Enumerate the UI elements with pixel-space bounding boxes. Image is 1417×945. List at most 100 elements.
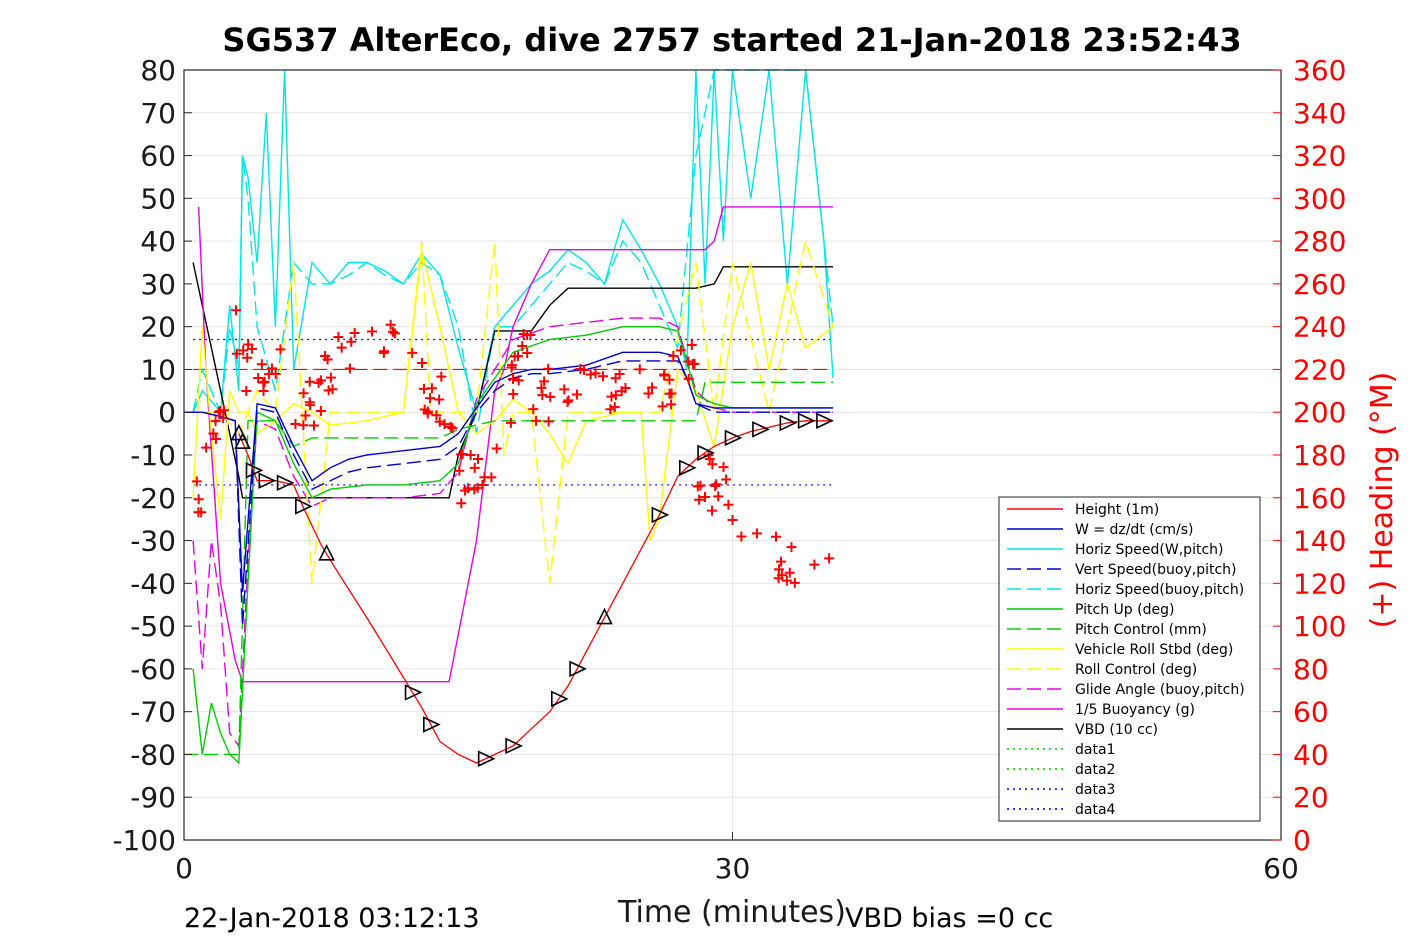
heading-plus-marker	[434, 394, 445, 405]
triangle-markers	[230, 412, 834, 767]
y-tick-label: 80	[140, 54, 176, 87]
y-right-tick-label: 120	[1293, 567, 1346, 600]
heading-plus-marker	[528, 404, 539, 415]
heading-plus-marker	[647, 382, 658, 393]
heading-plus-marker	[590, 368, 601, 379]
heading-plus-marker	[439, 419, 450, 430]
heading-plus-marker	[486, 472, 497, 483]
heading-plus-marker	[606, 391, 617, 402]
heading-plus-marker	[266, 363, 277, 374]
heading-plus-marker	[193, 494, 204, 505]
heading-plus-marker	[718, 462, 729, 473]
legend-label: W = dz/dt (cm/s)	[1075, 522, 1194, 538]
heading-plus-marker	[659, 370, 670, 381]
triangle-right-marker	[697, 444, 715, 462]
heading-plus-marker	[707, 505, 718, 516]
series-line-glide-angle-buoy-pitch-	[192, 317, 834, 748]
heading-plus-marker	[543, 363, 554, 374]
heading-plus-marker	[723, 499, 734, 510]
y-tick-label: 40	[140, 225, 176, 258]
heading-plus-marker	[824, 553, 835, 564]
triangle-right-marker	[276, 474, 295, 492]
chart-title: SG537 AlterEco, dive 2757 started 21-Jan…	[222, 21, 1241, 59]
y-tick-label: 30	[140, 268, 176, 301]
heading-plus-marker	[298, 420, 309, 431]
y-tick-label: 20	[140, 311, 176, 344]
heading-plus-marker	[773, 573, 784, 584]
y-tick-label: -20	[130, 482, 176, 515]
heading-plus-marker	[366, 326, 377, 337]
y-right-tick-label: 40	[1293, 738, 1329, 771]
heading-plus-marker	[522, 347, 533, 358]
heading-plus-marker	[258, 385, 269, 396]
y-right-tick-label: 300	[1293, 182, 1346, 215]
legend-label: 1/5 Buoyancy (g)	[1075, 702, 1195, 718]
heading-plus-marker	[253, 372, 264, 383]
heading-plus-marker	[349, 327, 360, 338]
y-right-tick-label: 60	[1293, 696, 1329, 729]
heading-plus-marker	[692, 481, 703, 492]
heading-plus-marker	[585, 369, 596, 380]
heading-plus-marker	[336, 342, 347, 353]
triangle-right-marker	[569, 660, 587, 678]
heading-plus-marker	[327, 384, 338, 395]
heading-plus-marker	[789, 577, 800, 588]
heading-plus-marker	[675, 345, 686, 356]
heading-plus-marker	[531, 415, 542, 426]
heading-plus-marker	[275, 344, 286, 355]
heading-plus-marker	[536, 382, 547, 393]
triangle-right-marker	[245, 462, 264, 479]
heading-plus-marker	[325, 372, 336, 383]
heading-plus-marker	[308, 420, 319, 431]
heading-plus-marker	[333, 332, 344, 343]
series-line-roll-control-deg-	[184, 238, 834, 584]
legend-label: Roll Control (deg)	[1075, 662, 1197, 678]
triangle-right-marker	[797, 412, 816, 430]
series-line-vert-speed-buoy-pitch-	[184, 360, 834, 627]
y-tick-label: -100	[112, 824, 176, 857]
heading-plus-marker	[710, 481, 721, 492]
y-right-tick-label: 240	[1293, 311, 1346, 344]
heading-plus-marker	[387, 326, 398, 337]
heading-plus-marker	[472, 453, 483, 464]
heading-plus-marker	[776, 556, 787, 567]
y-tick-label: -70	[130, 696, 176, 729]
y-right-tick-label: 280	[1293, 225, 1346, 258]
heading-plus-marker	[522, 330, 533, 341]
heading-plus-marker	[699, 492, 710, 503]
heading-plus-marker	[609, 402, 620, 413]
heading-plus-marker	[385, 319, 396, 330]
heading-plus-marker	[545, 391, 556, 402]
triangle-right-marker	[816, 412, 834, 430]
heading-plus-marker	[231, 348, 242, 359]
heading-plus-marker	[196, 507, 207, 518]
series-line-1-5-buoyancy-g-	[197, 206, 834, 683]
legend-label: data4	[1075, 802, 1116, 818]
legend-box	[998, 496, 1261, 822]
heading-plus-marker	[563, 395, 574, 406]
heading-plus-marker	[454, 465, 465, 476]
heading-plus-marker	[751, 528, 762, 539]
heading-plus-marker	[457, 449, 468, 460]
heading-plus-marker	[378, 346, 389, 357]
legend-label: Horiz Speed(W,pitch)	[1075, 542, 1223, 558]
triangle-right-marker	[258, 472, 277, 489]
y-tick-label: -60	[130, 653, 176, 686]
heading-plus-marker	[213, 407, 224, 418]
heading-plus-marker	[436, 371, 447, 382]
heading-plus-marker	[469, 462, 480, 473]
heading-plus-marker	[668, 350, 679, 361]
heading-plus-marker	[683, 373, 694, 384]
heading-plus-marker	[686, 340, 697, 351]
heading-plus-marker	[809, 559, 820, 570]
heading-plus-marker	[605, 404, 616, 415]
legend-label: Vehicle Roll Stbd (deg)	[1075, 642, 1233, 658]
legend-label: Horiz Speed(buoy,pitch)	[1075, 582, 1244, 598]
legend-label: Pitch Control (mm)	[1075, 622, 1207, 638]
y-right-tick-label: 100	[1293, 610, 1346, 643]
heading-plus-marker	[694, 494, 705, 505]
heading-plus-marker	[784, 567, 795, 578]
y-right-tick-label: 140	[1293, 525, 1346, 558]
triangle-right-marker	[678, 459, 697, 477]
heading-plus-marker	[241, 386, 252, 397]
